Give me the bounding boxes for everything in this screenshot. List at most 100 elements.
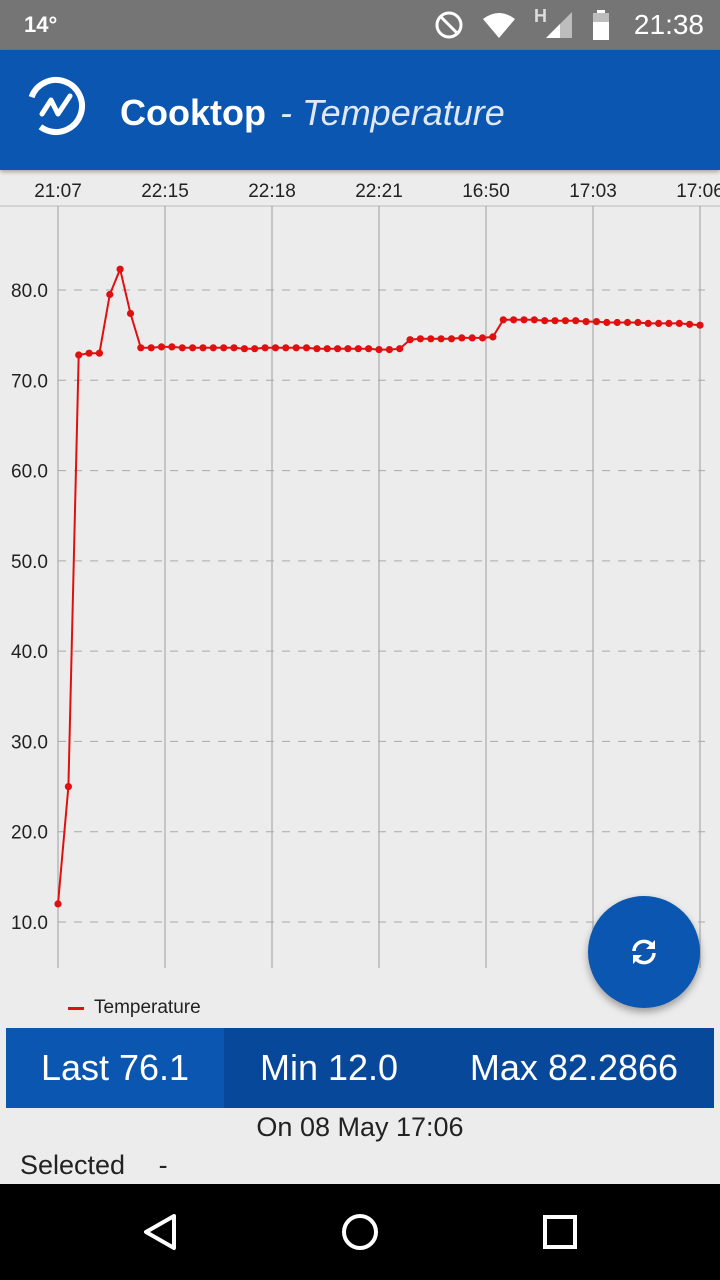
navigation-bar (0, 1184, 720, 1280)
data-point (168, 343, 176, 351)
data-point (271, 344, 280, 352)
data-point (613, 318, 621, 327)
data-point (572, 317, 580, 325)
stat-max-label: Max (469, 1047, 538, 1088)
stat-max-value: 82.2866 (547, 1047, 679, 1088)
stat-last[interactable]: Last 76.1 (6, 1028, 224, 1108)
y-tick-label: 40.0 (11, 642, 48, 663)
data-point (582, 318, 590, 326)
data-point (416, 335, 424, 343)
x-tick-label: 21:07 (34, 181, 82, 202)
data-point (396, 345, 404, 353)
stat-max[interactable]: Max 82.2866 (434, 1028, 714, 1108)
data-point (530, 316, 538, 324)
data-point (427, 335, 435, 343)
status-bar: 14° H 21:38 (0, 0, 720, 50)
y-tick-label: 80.0 (11, 281, 48, 302)
data-point (95, 349, 103, 357)
data-point (675, 319, 683, 327)
x-tick-label: 17:03 (569, 181, 617, 202)
data-point (551, 317, 559, 325)
data-point (520, 316, 528, 324)
data-point (665, 319, 673, 327)
last-reading-date: On 08 May 17:06 (256, 1112, 464, 1142)
data-point (603, 318, 611, 327)
back-icon[interactable] (136, 1208, 184, 1256)
data-point (385, 346, 393, 354)
status-time: 21:38 (633, 9, 704, 40)
y-tick-label: 60.0 (11, 462, 48, 483)
data-point (189, 344, 197, 352)
data-point (116, 265, 124, 273)
app-title: Cooktop (120, 92, 266, 133)
chart-svg[interactable]: 21:07 22:15 22:18 22:21 16:50 17:03 17:06 10.0 2… (0, 170, 720, 1030)
app-bar: Cooktop - Temperature (0, 50, 720, 170)
data-point (686, 320, 694, 328)
app-subtitle: - Temperature (280, 92, 505, 133)
selected-value: - (158, 1150, 168, 1180)
data-point (137, 344, 145, 352)
data-point (623, 318, 632, 327)
refresh-icon (632, 939, 656, 965)
data-point (499, 316, 507, 324)
y-tick-label: 10.0 (11, 913, 48, 934)
recents-icon[interactable] (536, 1208, 584, 1256)
x-tick-label: 22:21 (355, 181, 403, 202)
data-point (251, 345, 259, 353)
stat-min[interactable]: Min 12.0 (224, 1028, 434, 1108)
status-icons: H (434, 6, 610, 40)
selected-label: Selected (20, 1150, 126, 1180)
y-tick-label: 50.0 (11, 552, 48, 573)
data-point (375, 346, 383, 354)
data-point (126, 309, 135, 318)
refresh-button[interactable] (588, 896, 700, 1008)
data-point (334, 345, 342, 353)
x-tick-label: 22:15 (141, 181, 189, 202)
y-tick-label: 20.0 (11, 823, 48, 844)
network-type-label: H (534, 6, 547, 26)
data-point (447, 335, 456, 343)
temperature-chart[interactable]: 21:07 22:15 22:18 22:21 16:50 17:03 17:06 10.0 2… (0, 170, 720, 1030)
data-point (230, 344, 238, 352)
data-point (147, 344, 155, 352)
do-not-disturb-icon (435, 11, 463, 39)
y-tick-label: 30.0 (11, 732, 48, 753)
data-point (437, 335, 445, 343)
data-point (64, 783, 72, 791)
selected-row: Selected - (20, 1150, 168, 1181)
stat-min-label: Min (259, 1047, 318, 1088)
x-tick-label: 22:18 (248, 181, 296, 202)
data-point (354, 345, 362, 353)
data-point (199, 344, 207, 352)
data-point (292, 344, 300, 352)
data-point (478, 334, 487, 342)
stat-last-label: Last (40, 1047, 109, 1088)
battery-icon (593, 10, 609, 40)
x-tick-label: 17:06 (676, 181, 720, 202)
data-point (365, 345, 373, 353)
status-temperature: 14° (24, 12, 58, 37)
stats-bar: Last 76.1 Min 12.0 Max 82.2866 (6, 1028, 714, 1108)
data-point (468, 334, 476, 342)
data-point (458, 334, 466, 342)
data-point (313, 345, 321, 353)
wifi-icon (483, 13, 515, 38)
data-point (106, 290, 114, 299)
data-point (261, 344, 269, 352)
chart-legend: Temperature (68, 997, 201, 1019)
signal-group: H (534, 6, 574, 40)
data-point (240, 345, 248, 353)
signal-icon (546, 12, 572, 38)
x-tick-label: 16:50 (462, 181, 510, 202)
data-point (634, 318, 642, 327)
data-point (54, 900, 62, 908)
data-point (644, 319, 652, 327)
data-point (489, 333, 497, 341)
data-point (406, 336, 414, 344)
data-point (75, 351, 83, 359)
data-point (561, 317, 570, 325)
data-point (592, 318, 601, 326)
data-point (220, 344, 228, 352)
home-icon[interactable] (336, 1208, 384, 1256)
data-point (696, 321, 704, 329)
